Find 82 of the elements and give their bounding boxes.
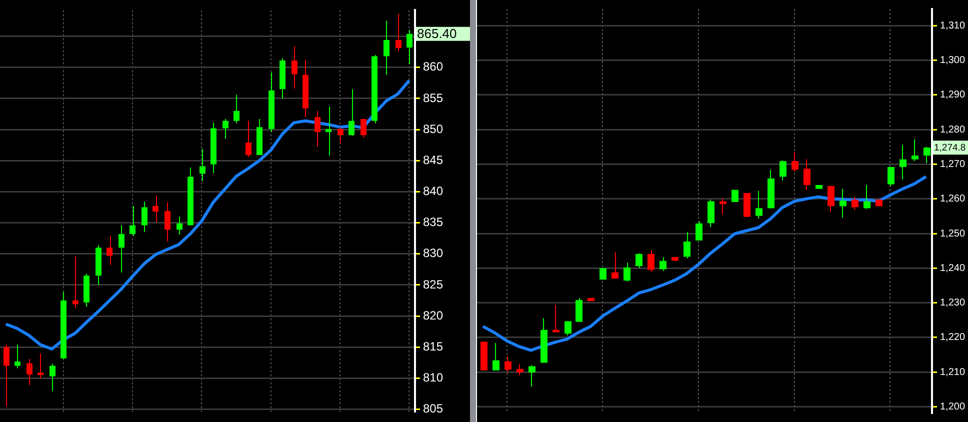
y-tick-label: 860 <box>423 60 444 74</box>
candlestick <box>888 166 894 187</box>
candlestick <box>176 216 182 236</box>
candlestick <box>292 46 298 90</box>
candlestick <box>396 13 402 52</box>
candlestick <box>72 256 78 308</box>
y-tick-label: 850 <box>423 122 444 136</box>
candlestick <box>504 356 512 373</box>
candlestick <box>792 151 798 172</box>
candlestick <box>38 352 44 379</box>
y-tick-label: 1,210 <box>940 366 966 378</box>
y-tick-label: 1,260 <box>940 194 966 205</box>
y-tick-label: 845 <box>423 152 444 167</box>
candlestick <box>164 202 170 242</box>
candlestick <box>528 364 536 388</box>
candlestick <box>576 297 582 322</box>
y-tick-label: 810 <box>423 370 444 385</box>
candlestick <box>348 88 354 136</box>
candlestick <box>552 304 560 333</box>
candlestick <box>744 192 750 218</box>
y-tick-label: 1,220 <box>940 332 966 344</box>
candlestick <box>828 186 834 213</box>
candlestick <box>152 194 158 223</box>
text: 865.40 <box>417 26 457 41</box>
candlestick <box>106 235 112 266</box>
candlestick <box>246 120 252 158</box>
candlestick <box>780 160 786 182</box>
candlestick <box>384 20 390 76</box>
candlestick <box>406 30 412 65</box>
candlestick <box>684 232 690 259</box>
candlestick <box>624 262 630 282</box>
candlestick <box>234 94 240 124</box>
y-tick-label: 1,250 <box>940 228 966 240</box>
y-tick-label: 840 <box>423 184 444 198</box>
candlestick <box>492 342 500 371</box>
candlestick <box>50 363 56 392</box>
y-tick-label: 855 <box>423 90 444 105</box>
candlestick <box>4 344 10 407</box>
candlestick <box>612 252 618 280</box>
candlestick <box>708 199 714 228</box>
candlestick <box>924 146 930 164</box>
y-tick-label: 1,230 <box>940 298 966 309</box>
candlestick <box>14 344 20 369</box>
candlestick <box>732 189 738 202</box>
y-tick-label: 835 <box>423 215 444 230</box>
candlestick <box>26 358 32 386</box>
candlestick <box>900 144 906 180</box>
candlestick <box>564 320 572 336</box>
y-tick-label: 1,240 <box>940 262 966 274</box>
candlestick <box>864 184 870 210</box>
candlestick <box>852 196 858 210</box>
y-tick-label: 1,200 <box>940 402 966 413</box>
candlestick <box>200 148 206 182</box>
y-tick-label: 805 <box>423 402 444 416</box>
candlestick <box>360 118 366 138</box>
candlestick <box>912 138 918 162</box>
candlestick <box>142 201 148 233</box>
candlestick <box>338 126 344 144</box>
candlestick <box>840 188 846 218</box>
candlestick <box>660 256 666 272</box>
candlestick <box>222 118 228 140</box>
candlestick <box>720 198 726 215</box>
candlestick <box>314 110 320 148</box>
y-tick-label: 1,310 <box>940 20 966 32</box>
candlestick <box>118 224 124 274</box>
candlestick <box>516 364 524 376</box>
y-tick-label: 825 <box>423 277 444 292</box>
candlestick <box>756 190 762 220</box>
text: 1,274.8 <box>934 142 966 154</box>
y-tick-label: 1,300 <box>940 55 966 66</box>
candlestick <box>130 206 136 236</box>
candlestick <box>636 252 642 269</box>
y-tick-label: 1,280 <box>940 124 966 136</box>
candlestick <box>696 220 702 241</box>
y-tick-label: 820 <box>423 308 444 322</box>
y-tick-label: 1,270 <box>940 158 966 170</box>
y-tick-label: 815 <box>423 339 444 354</box>
candlestick <box>326 106 332 156</box>
candlestick <box>804 158 810 190</box>
y-tick-label: 830 <box>423 246 444 260</box>
y-tick-label: 1,290 <box>940 90 966 101</box>
candlestick <box>648 250 654 272</box>
